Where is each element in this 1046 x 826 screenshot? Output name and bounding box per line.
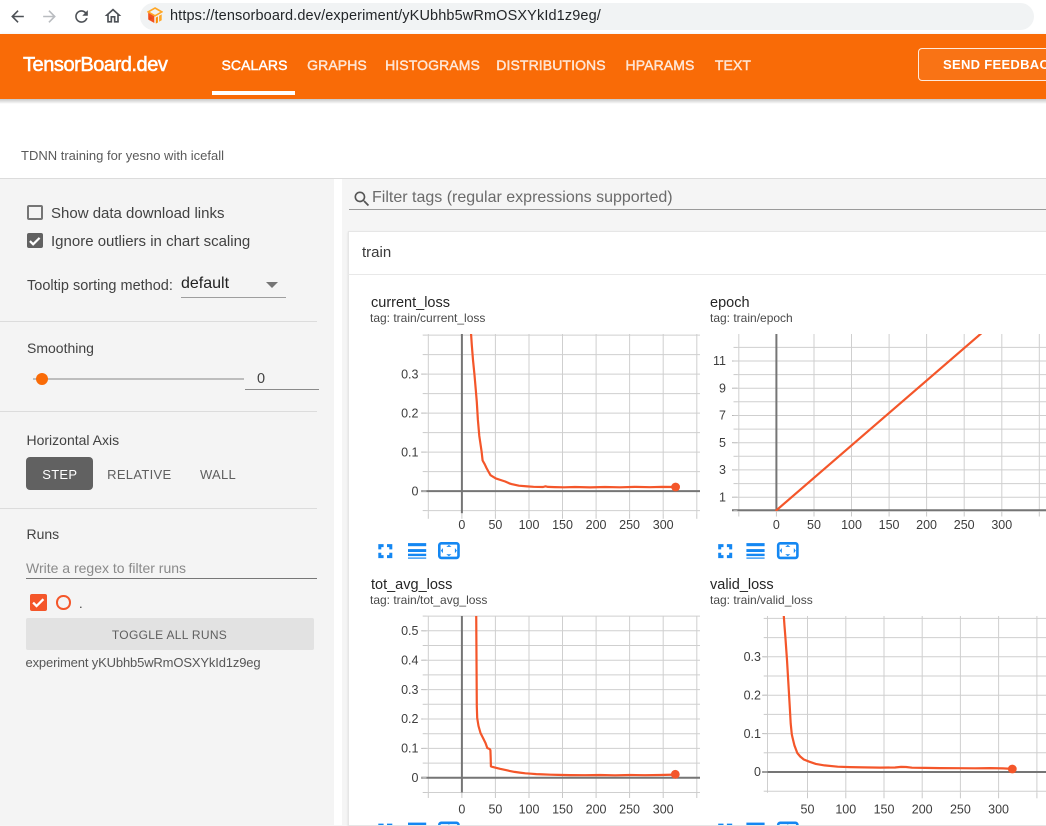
svg-text:0.1: 0.1 [744,727,761,741]
svg-text:0.1: 0.1 [401,742,418,756]
svg-text:0.2: 0.2 [401,406,418,420]
svg-text:300: 300 [988,803,1009,817]
svg-text:100: 100 [519,518,540,532]
svg-text:100: 100 [835,803,856,817]
svg-text:100: 100 [841,518,862,532]
svg-text:300: 300 [653,803,674,817]
svg-text:3: 3 [719,463,726,477]
svg-text:200: 200 [912,803,933,817]
svg-text:0.5: 0.5 [401,624,418,638]
svg-text:0.2: 0.2 [744,688,761,702]
svg-text:0.3: 0.3 [401,683,418,697]
svg-text:0: 0 [458,803,465,817]
svg-text:300: 300 [991,518,1012,532]
svg-text:7: 7 [719,409,726,423]
svg-text:0: 0 [412,771,419,785]
svg-text:1: 1 [719,490,726,504]
svg-text:250: 250 [950,803,971,817]
svg-text:150: 150 [874,803,895,817]
svg-text:0.3: 0.3 [744,650,761,664]
svg-text:50: 50 [801,803,815,817]
svg-text:150: 150 [552,518,573,532]
svg-text:200: 200 [586,518,607,532]
svg-text:300: 300 [653,518,674,532]
svg-text:250: 250 [619,518,640,532]
svg-text:50: 50 [807,518,821,532]
svg-text:200: 200 [916,518,937,532]
svg-text:0.2: 0.2 [401,712,418,726]
svg-text:0.1: 0.1 [401,445,418,459]
svg-text:150: 150 [879,518,900,532]
svg-text:250: 250 [954,518,975,532]
svg-text:11: 11 [713,354,726,368]
svg-text:0.3: 0.3 [401,367,418,381]
svg-text:200: 200 [586,803,607,817]
svg-text:0.4: 0.4 [401,653,418,667]
svg-text:9: 9 [719,381,726,395]
svg-text:0: 0 [754,765,761,779]
svg-text:0: 0 [458,518,465,532]
svg-text:150: 150 [552,803,573,817]
svg-text:250: 250 [619,803,640,817]
svg-text:5: 5 [719,436,726,450]
svg-text:50: 50 [488,518,502,532]
svg-text:0: 0 [412,484,419,498]
svg-text:50: 50 [488,803,502,817]
svg-text:0: 0 [773,518,780,532]
svg-text:100: 100 [519,803,540,817]
